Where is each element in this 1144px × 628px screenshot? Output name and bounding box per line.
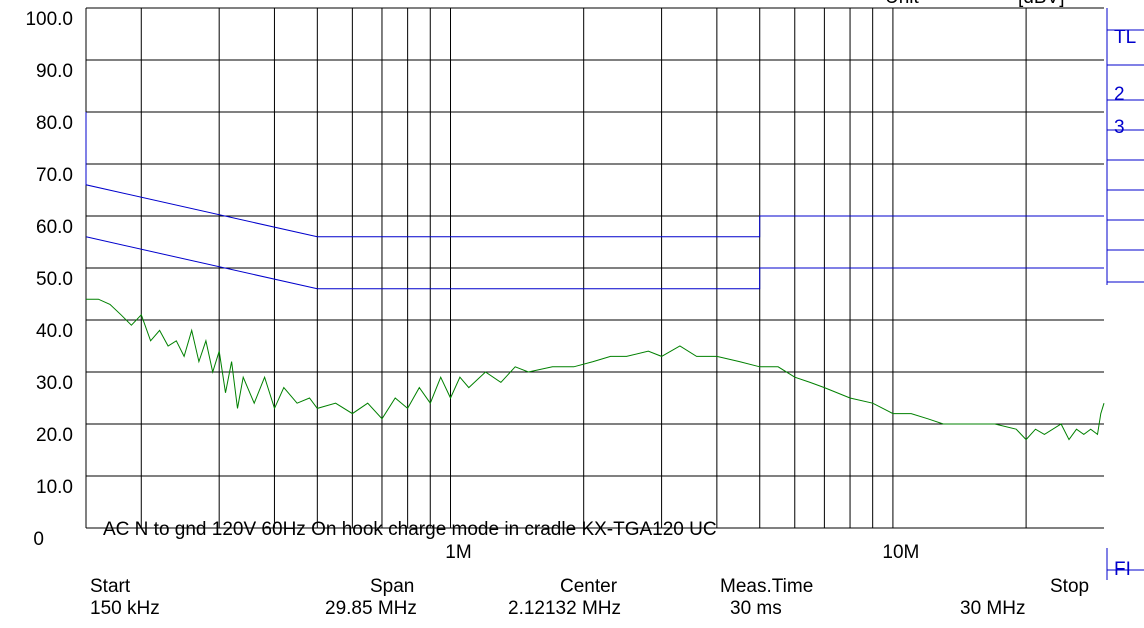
footer-value: 2.12132 MHz [508,598,621,619]
footer-label: Center [560,576,618,597]
x-tick-label: 10M [882,542,919,563]
y-tick-label: 90.0 [36,61,73,82]
footer-label: Stop [1050,576,1089,597]
y-tick-label: 0 [33,529,44,550]
footer-label: Meas.Time [720,576,813,597]
y-tick-label: 20.0 [36,425,73,446]
unit: [dBV] [1018,0,1064,8]
footer-value: 30 ms [730,598,782,619]
y-tick-label: 70.0 [36,165,73,186]
side-label: 3 [1114,117,1125,138]
y-tick-label: 50.0 [36,269,73,290]
unit-label: Unit [885,0,920,8]
side-label: TL [1114,27,1136,48]
trace [85,112,1104,238]
side-label: 2 [1114,84,1125,105]
y-tick-label: 30.0 [36,373,73,394]
footer-label: Span [370,576,414,597]
side-label: FI [1114,559,1131,580]
trace [86,298,1105,441]
x-tick-label: 1M [445,542,471,563]
y-tick-label: 60.0 [36,217,73,238]
annotation: AC N to gnd 120V 60Hz On hook charge mod… [103,519,717,540]
y-tick-label: 100.0 [25,9,73,30]
y-tick-label: 10.0 [36,477,73,498]
footer-label: Start [90,576,131,597]
footer-value: 30 MHz [960,598,1025,619]
y-tick-label: 80.0 [36,113,73,134]
y-tick-label: 40.0 [36,321,73,342]
footer-value: 29.85 MHz [325,598,417,619]
trace [85,236,1104,290]
footer-value: 150 kHz [90,598,160,619]
